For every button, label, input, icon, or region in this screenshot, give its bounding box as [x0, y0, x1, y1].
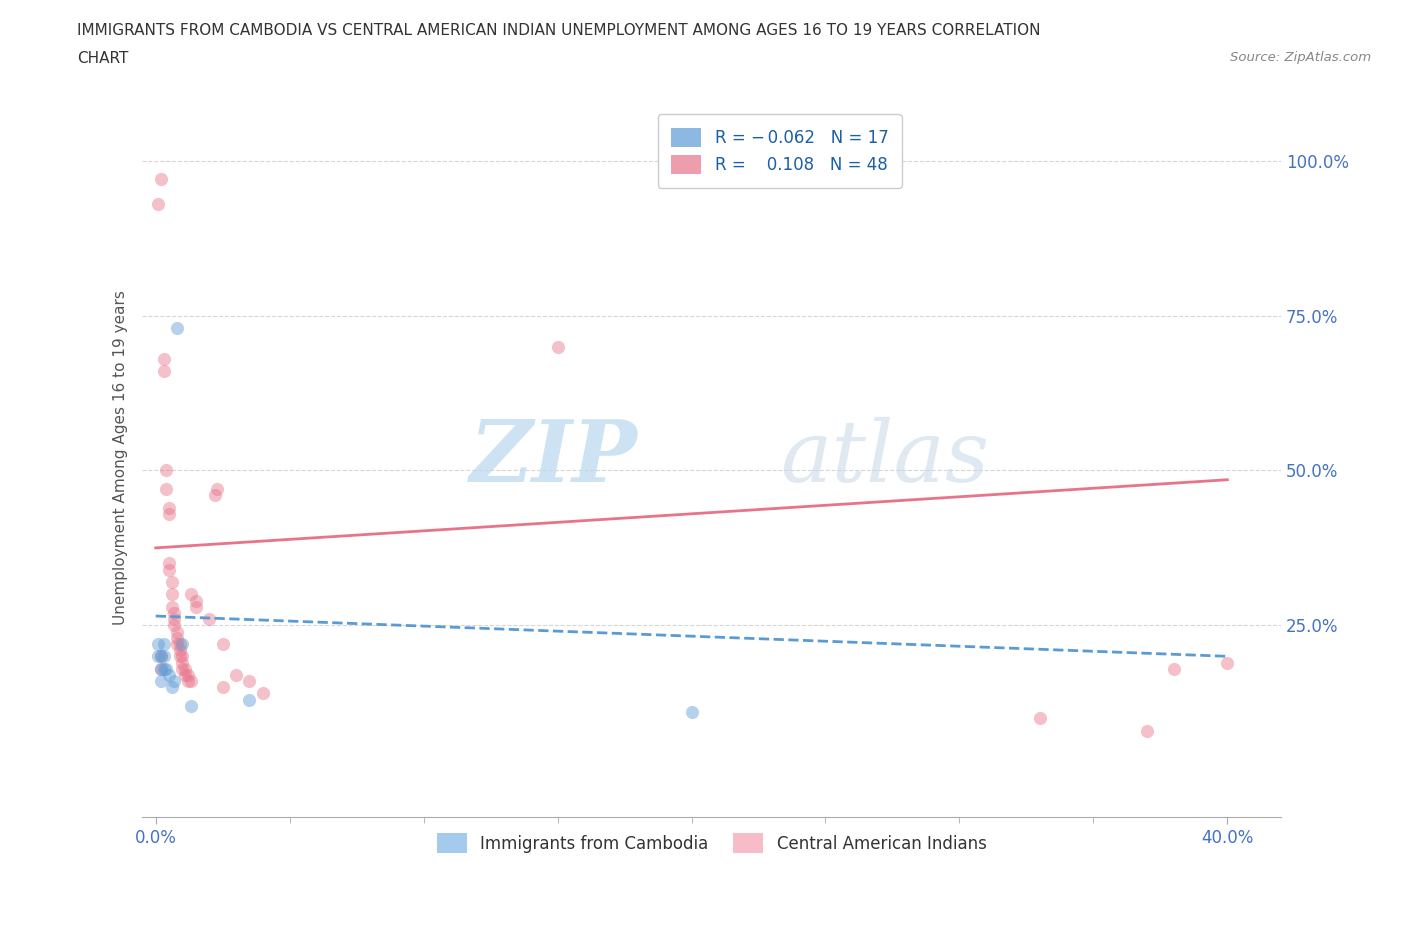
Point — [180, 673, 202, 688]
Point — [150, 649, 173, 664]
Point — [681, 705, 703, 720]
Point — [163, 605, 186, 620]
Point — [155, 482, 177, 497]
Point — [148, 636, 170, 651]
Point — [160, 599, 183, 614]
Point — [169, 643, 191, 658]
Point — [148, 196, 170, 211]
Point — [150, 661, 173, 676]
Point — [1163, 661, 1185, 676]
Point — [166, 631, 188, 645]
Point — [152, 649, 174, 664]
Point — [157, 506, 180, 521]
Point — [157, 500, 180, 515]
Point — [157, 556, 180, 571]
Point — [211, 680, 233, 695]
Text: atlas: atlas — [780, 417, 988, 499]
Point — [177, 673, 200, 688]
Point — [169, 649, 191, 664]
Point — [547, 339, 569, 354]
Point — [166, 636, 188, 651]
Legend: Immigrants from Cambodia, Central American Indians: Immigrants from Cambodia, Central Americ… — [430, 827, 993, 859]
Point — [152, 636, 174, 651]
Point — [172, 649, 194, 664]
Point — [152, 352, 174, 366]
Point — [211, 636, 233, 651]
Point — [166, 321, 188, 336]
Point — [163, 612, 186, 627]
Point — [157, 668, 180, 683]
Point — [155, 661, 177, 676]
Point — [160, 575, 183, 590]
Text: ZIP: ZIP — [470, 417, 638, 499]
Point — [207, 482, 229, 497]
Point — [1029, 711, 1052, 725]
Point — [152, 364, 174, 379]
Point — [1216, 655, 1239, 670]
Point — [204, 488, 226, 503]
Point — [174, 661, 197, 676]
Point — [172, 661, 194, 676]
Point — [198, 612, 221, 627]
Point — [155, 463, 177, 478]
Point — [184, 593, 207, 608]
Point — [157, 562, 180, 577]
Text: Source: ZipAtlas.com: Source: ZipAtlas.com — [1230, 51, 1371, 64]
Point — [150, 172, 173, 187]
Point — [169, 636, 191, 651]
Point — [238, 692, 260, 707]
Point — [163, 618, 186, 632]
Point — [150, 661, 173, 676]
Point — [150, 649, 173, 664]
Point — [180, 698, 202, 713]
Y-axis label: Unemployment Among Ages 16 to 19 years: Unemployment Among Ages 16 to 19 years — [114, 290, 128, 626]
Point — [152, 661, 174, 676]
Text: IMMIGRANTS FROM CAMBODIA VS CENTRAL AMERICAN INDIAN UNEMPLOYMENT AMONG AGES 16 T: IMMIGRANTS FROM CAMBODIA VS CENTRAL AMER… — [77, 23, 1040, 38]
Text: CHART: CHART — [77, 51, 129, 66]
Point — [184, 599, 207, 614]
Point — [150, 673, 173, 688]
Point — [160, 587, 183, 602]
Point — [225, 668, 247, 683]
Point — [172, 636, 194, 651]
Point — [166, 624, 188, 639]
Point — [177, 668, 200, 683]
Point — [148, 649, 170, 664]
Point — [160, 680, 183, 695]
Point — [163, 673, 186, 688]
Point — [252, 686, 274, 701]
Point — [172, 655, 194, 670]
Point — [174, 668, 197, 683]
Point — [180, 587, 202, 602]
Point — [238, 673, 260, 688]
Point — [1136, 724, 1159, 738]
